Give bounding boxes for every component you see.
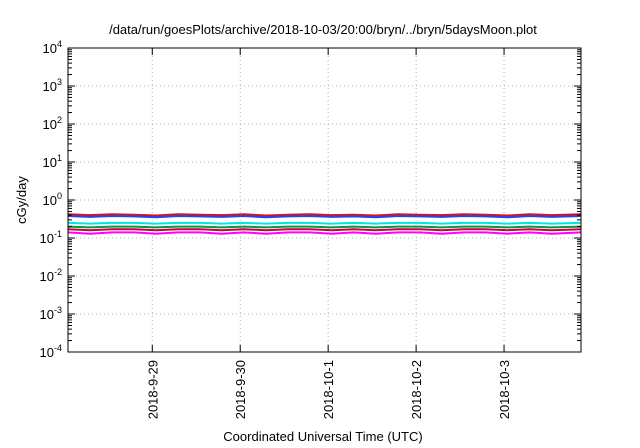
- x-tick-label: 2018-10-3: [497, 360, 512, 419]
- y-tick-label: 100: [43, 191, 62, 208]
- x-tick-label: 2018-10-1: [321, 360, 336, 419]
- x-tick-label: 2018-9-29: [145, 360, 160, 419]
- grid-lines: [68, 48, 581, 352]
- y-tick-label: 10-1: [40, 229, 62, 246]
- series-line-1: [67, 231, 582, 235]
- y-tick-label: 102: [43, 115, 62, 132]
- y-tick-label: 103: [43, 77, 62, 94]
- y-tick-label: 101: [43, 153, 62, 170]
- x-axis: 2018-9-29 2018-9-30 2018-10-1 2018-10-2 2018…: [145, 48, 512, 419]
- x-tick-label: 2018-9-30: [233, 360, 248, 419]
- x-tick-label: 2018-10-2: [409, 360, 424, 419]
- y-tick-label: 10-3: [40, 305, 62, 322]
- y-axis: 10-4 10-3 10-2 10-1 100 101 102 103 104: [40, 39, 581, 360]
- series-line-3: [67, 225, 582, 229]
- chart-title: /data/run/goesPlots/archive/2018-10-03/2…: [109, 22, 537, 37]
- y-tick-label: 10-4: [40, 343, 62, 360]
- series-line-4: [67, 221, 582, 225]
- series-lines: [67, 213, 582, 235]
- y-tick-label: 10-2: [40, 267, 62, 284]
- series-line-2: [67, 228, 582, 232]
- series-line-6: [67, 215, 582, 219]
- y-tick-label: 104: [43, 39, 62, 56]
- y-axis-label: cGy/day: [14, 176, 29, 224]
- series-line-5: [67, 213, 582, 217]
- x-axis-label: Coordinated Universal Time (UTC): [223, 429, 422, 444]
